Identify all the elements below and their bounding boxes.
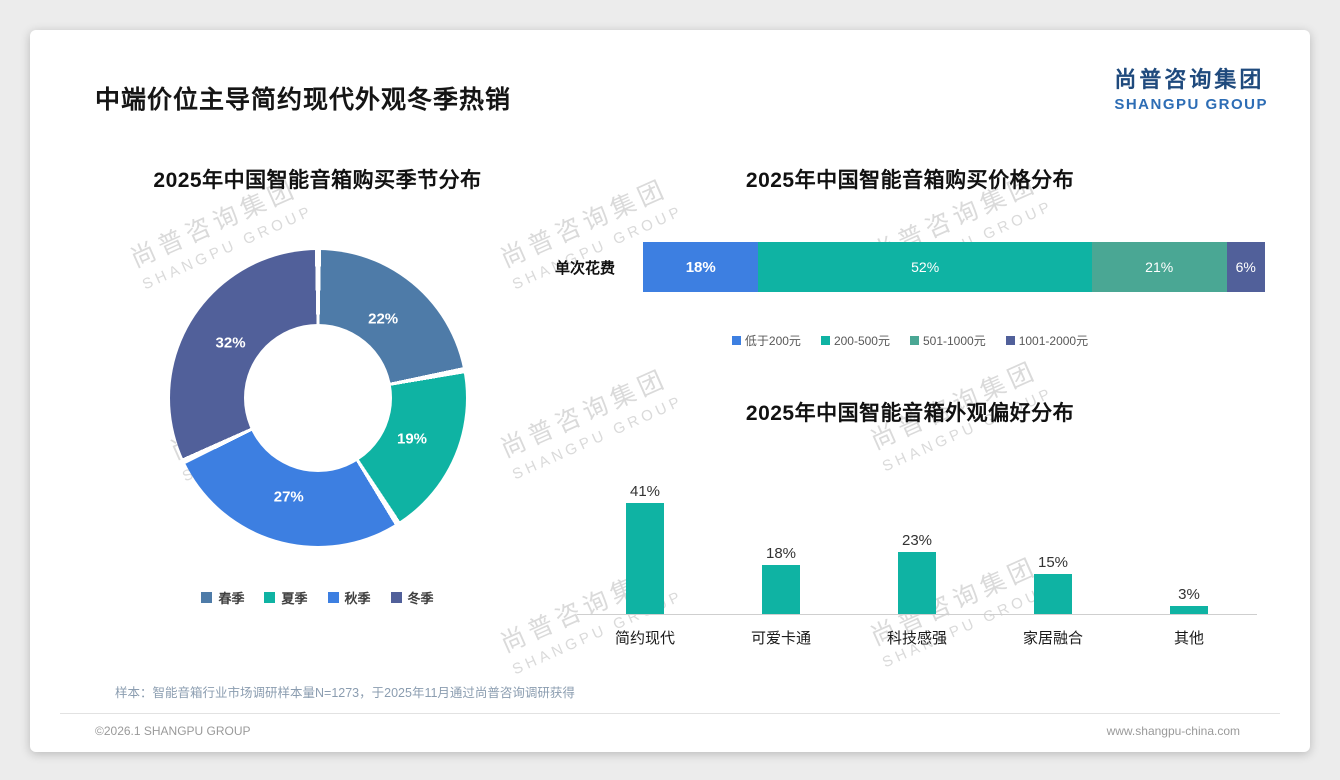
stacked-row-label: 单次花费	[555, 259, 616, 277]
footer-divider	[60, 713, 1280, 714]
legend-item: 1001-2000元	[1005, 332, 1089, 349]
legend-swatch	[264, 592, 276, 603]
legend-label: 春季	[218, 591, 245, 606]
bar-column: 15%	[985, 553, 1121, 614]
donut-chart-title: 2025年中国智能音箱购买季节分布	[153, 169, 482, 192]
legend-label: 1001-2000元	[1018, 334, 1089, 348]
legend-swatch	[201, 592, 213, 603]
price-chart-title: 2025年中国智能音箱购买价格分布	[745, 169, 1075, 192]
legend-label: 200-500元	[833, 334, 890, 348]
legend-swatch	[909, 336, 919, 345]
company-logo: 尚普咨询集团 SHANGPU GROUP	[1114, 62, 1268, 113]
legend-swatch	[820, 336, 830, 345]
logo-text-cn: 尚普咨询集团	[1114, 67, 1265, 92]
bar-rect	[762, 565, 800, 614]
donut-slice-label: 19%	[397, 430, 428, 448]
appearance-bar-chart: 41% 18% 23% 15% 3% 简约现代 可爱卡通 科技感强 家居融合 其他	[555, 473, 1265, 648]
legend-swatch	[731, 336, 741, 345]
donut-chart: 22% 19% 27% 32%	[169, 250, 466, 546]
bar-category-label: 可爱卡通	[750, 630, 811, 647]
legend-swatch	[327, 592, 339, 603]
legend-item: 200-500元	[820, 332, 890, 349]
logo-text-en: SHANGPU GROUP	[1114, 96, 1268, 113]
appearance-chart-title: 2025年中国智能音箱外观偏好分布	[745, 402, 1075, 425]
legend-label: 低于200元	[744, 334, 801, 348]
bar-value-label: 3%	[1178, 585, 1200, 603]
bars-category-axis: 简约现代 可爱卡通 科技感强 家居融合 其他	[577, 627, 1257, 648]
header: 中端价位主导简约现代外观冬季热销 尚普咨询集团 SHANGPU GROUP	[30, 30, 1310, 116]
stacked-segment: 6%	[1226, 242, 1265, 292]
stacked-segment: 18%	[643, 242, 759, 292]
bar-rect	[1170, 605, 1208, 614]
bar-rect	[1034, 573, 1072, 614]
bar-value-label: 23%	[901, 531, 933, 549]
page-title: 中端价位主导简约现代外观冬季热销	[95, 86, 512, 114]
bar-rect	[626, 503, 664, 614]
bar-value-label: 15%	[1037, 553, 1069, 571]
donut-hole	[243, 324, 392, 472]
legend-item: 春季	[201, 588, 244, 607]
footer: ©2026.1 SHANGPU GROUP www.shangpu-china.…	[30, 714, 1310, 752]
legend-label: 501-1000元	[922, 334, 986, 348]
bar-value-label: 41%	[629, 483, 661, 501]
bar-category-label: 简约现代	[614, 630, 675, 647]
legend-item: 501-1000元	[909, 332, 986, 349]
stacked-segment: 21%	[1091, 242, 1227, 292]
legend-label: 夏季	[281, 591, 308, 606]
bars-plot-area: 41% 18% 23% 15% 3%	[577, 473, 1257, 615]
stacked-bar-row: 单次花费 18% 52% 21% 6%	[555, 242, 1265, 292]
bar-value-label: 18%	[765, 545, 797, 563]
season-donut-section: 2025年中国智能音箱购买季节分布 22% 19% 27% 32% 春季 夏季 秋季 冬季	[90, 164, 545, 682]
legend-label: 冬季	[407, 591, 434, 606]
legend-item: 夏季	[264, 588, 308, 607]
bar-column: 18%	[713, 545, 849, 614]
donut-slice-label: 22%	[368, 310, 399, 328]
website-url: www.shangpu-china.com	[1106, 724, 1240, 738]
bar-column: 3%	[1121, 586, 1257, 614]
content: 2025年中国智能音箱购买季节分布 22% 19% 27% 32% 春季 夏季 秋季 冬季 …	[30, 116, 1310, 682]
donut-slice-label: 32%	[215, 334, 246, 352]
stacked-bar-legend: 低于200元 200-500元 501-1000元 1001-2000元	[555, 332, 1265, 349]
copyright-text: ©2026.1 SHANGPU GROUP	[95, 724, 251, 738]
legend-item: 秋季	[327, 588, 371, 607]
donut-slice-label: 27%	[273, 488, 304, 506]
bar-column: 23%	[849, 532, 985, 614]
stacked-bar: 18% 52% 21% 6%	[643, 242, 1265, 292]
bar-rect	[898, 551, 936, 614]
legend-item: 冬季	[390, 588, 434, 607]
sample-footnote: 样本：智能音箱行业市场调研样本量N=1273，于2025年11月通过尚普咨询调研…	[115, 686, 575, 700]
legend-label: 秋季	[344, 591, 371, 606]
legend-swatch	[390, 592, 402, 603]
legend-item: 低于200元	[731, 332, 801, 349]
bar-category-label: 家居融合	[1022, 630, 1083, 647]
stacked-segment: 52%	[758, 242, 1092, 292]
legend-swatch	[1005, 336, 1015, 345]
bar-category-label: 科技感强	[886, 630, 947, 647]
bar-column: 41%	[577, 483, 713, 614]
donut-legend: 春季 夏季 秋季 冬季	[201, 588, 434, 607]
slide: 尚普咨询集团 SHANGPU GROUP 尚普咨询集团 SHANGPU GROUP 尚普…	[30, 30, 1310, 752]
bar-category-label: 其他	[1173, 630, 1204, 647]
right-column: 2025年中国智能音箱购买价格分布 单次花费 18% 52% 21% 6% 低于200…	[545, 164, 1265, 682]
